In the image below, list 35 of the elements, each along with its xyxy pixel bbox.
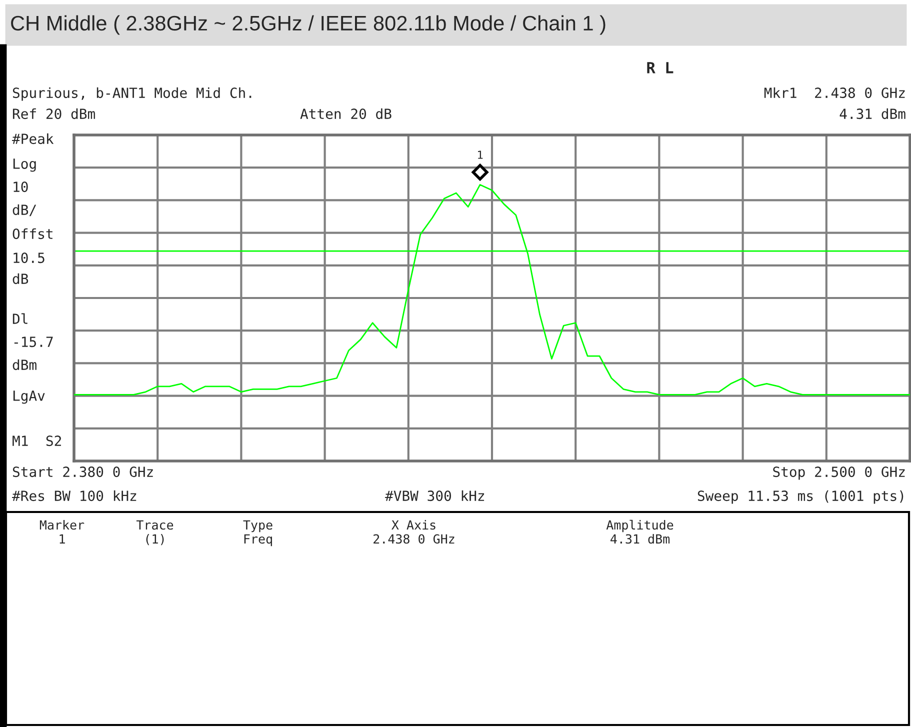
text: Type [243,520,272,532]
text: #Res BW 100 kHz [12,490,136,502]
text: dB [12,273,28,284]
text: #VBW 300 kHz [385,490,484,502]
text: #Peak [12,133,54,144]
chart-title: CH Middle ( 2.38GHz ~ 2.5GHz / IEEE 802.11b Mode / Chain 1 ) [11,15,606,35]
text: Trace [136,520,174,530]
text: 10.5 [14,252,44,264]
text: 4.31 dBm [840,108,906,120]
text: 1 [478,150,483,159]
text: Ref 20 dBm [12,108,95,120]
text: 2.438 0 GHz [374,534,454,544]
text: dB/ [12,204,36,216]
text: (1) [146,534,164,546]
text: Atten 20 dB [300,108,392,120]
text: Dl [12,313,28,324]
text: 10 [14,182,28,192]
text: 4.31 dBm [610,534,670,544]
text: Sweep 11.53 ms (1001 pts) [698,490,904,504]
text: Stop 2.500 0 GHz [773,466,905,480]
text: Mkr1 2.438 0 GHz [764,87,905,98]
text: dBm [12,359,36,370]
text: -15.7 [14,336,53,348]
text: X Axis [392,520,436,530]
text: 1 [60,534,65,544]
text: Log [13,158,36,172]
text: Start 2.380 0 GHz [12,466,153,478]
text: R L [647,62,674,74]
text: M1 S2 [12,436,61,446]
text: Freq [244,534,272,546]
text: Amplitude [606,520,674,532]
text: LgAv [13,390,45,404]
chart-subtitle: Spurious, b-ANT1 Mode Mid Ch. [12,87,252,101]
text: Offst [12,228,52,240]
text: Marker [40,520,84,530]
